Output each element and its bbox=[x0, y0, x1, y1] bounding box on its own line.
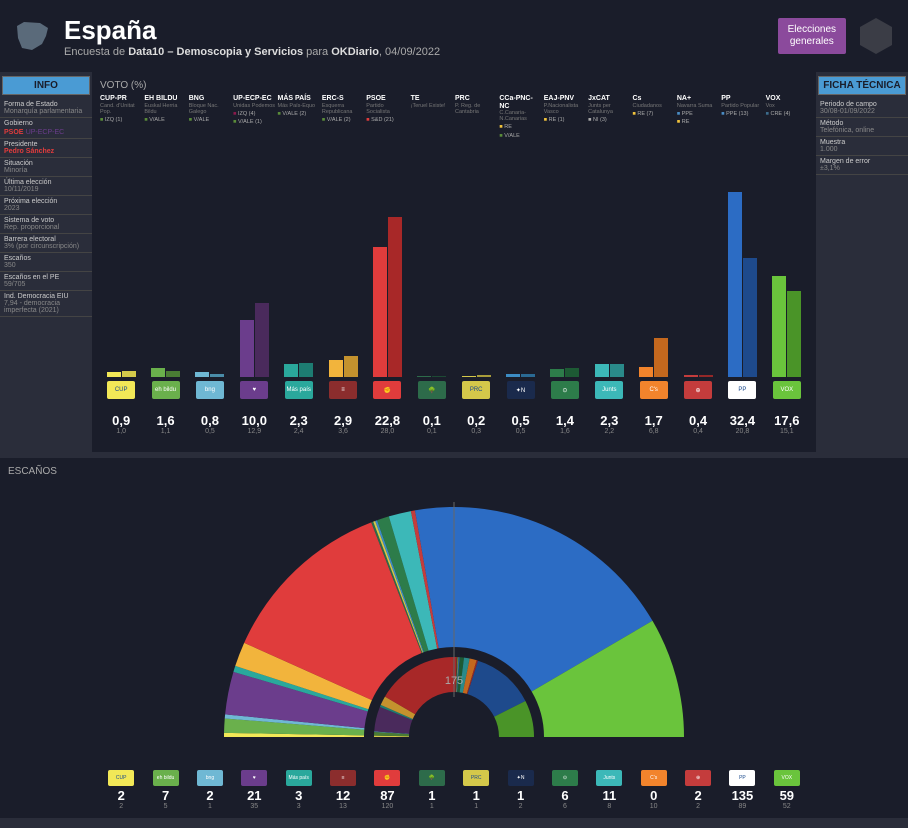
seats-title: ESCAÑOS bbox=[8, 466, 900, 477]
hemicycle: 175 bbox=[114, 487, 794, 747]
info-row: GobiernoPSOE UP-ECP-EC bbox=[0, 118, 92, 139]
seat-ERC-S: ≡ 1213 bbox=[322, 770, 364, 810]
seat-Cs: C's 010 bbox=[633, 770, 675, 810]
ficha-row: MétodoTelefónica, online bbox=[816, 118, 908, 137]
info-header: INFO bbox=[2, 76, 90, 95]
info-row: Escaños350 bbox=[0, 253, 92, 272]
seat-BNG: bng 21 bbox=[189, 770, 231, 810]
info-row: Próxima elección2023 bbox=[0, 196, 92, 215]
party-PP: PPPartido Popular■ PPE (13) PP 32,420,8 bbox=[721, 95, 763, 435]
party-NA+: NA+Navarra Suma■ PPE■ RE ⊕ 0,40,4 bbox=[677, 95, 719, 435]
info-row: Sistema de votoRep. proporcional bbox=[0, 215, 92, 234]
ficha-row: Margen de error±3,1% bbox=[816, 156, 908, 175]
ficha-row: Periodo de campo30/08-01/09/2022 bbox=[816, 99, 908, 118]
seat-NA+: ⊕ 22 bbox=[677, 770, 719, 810]
party-TE: TE¡Teruel Existe! 🌳 0,10,1 bbox=[411, 95, 453, 435]
seat-CCa-PNC-NC: ✦N 12 bbox=[499, 770, 541, 810]
seat-PSOE: ✊ 87120 bbox=[366, 770, 408, 810]
ficha-row: Muestra1.000 bbox=[816, 137, 908, 156]
party-JxCAT: JxCATJunts per Catalunya■ NI (3) Junts 2… bbox=[588, 95, 630, 435]
seat-VOX: VOX 5952 bbox=[766, 770, 808, 810]
election-type-badge: Eleccionesgenerales bbox=[778, 18, 846, 54]
ficha-header: FICHA TÉCNICA bbox=[818, 76, 906, 95]
spain-map-icon bbox=[12, 18, 52, 54]
vote-chart: VOTO (%) CUP-PRCand. d'Unitat Pop.■ IZQ … bbox=[92, 72, 816, 452]
electograph-logo bbox=[856, 16, 896, 56]
info-row: PresidentePedro Sánchez bbox=[0, 139, 92, 158]
party-BNG: BNGBloque Nac. Galego■ V/ALE bng 0,80,5 bbox=[189, 95, 231, 435]
info-row: Escaños en el PE59/705 bbox=[0, 272, 92, 291]
info-row: SituaciónMinoría bbox=[0, 158, 92, 177]
seat-EH BILDU: eh bildu 75 bbox=[144, 770, 186, 810]
seat-PP: PP 13589 bbox=[721, 770, 763, 810]
page-title: España bbox=[64, 15, 778, 46]
party-MÁS PAÍS: MÁS PAÍSMás País-Equo■ V/ALE (2) Más paí… bbox=[278, 95, 320, 435]
party-VOX: VOXVox■ CRE (4) VOX 17,615,1 bbox=[766, 95, 808, 435]
info-sidebar: INFO Forma de EstadoMonarquía parlamenta… bbox=[0, 72, 92, 452]
seat-TE: 🌳 11 bbox=[411, 770, 453, 810]
seats-section: 350 ESCAÑOS 175 CUP 22eh bildu 75bng 21♥… bbox=[0, 458, 908, 818]
party-Cs: CsCiudadanos■ RE (7) C's 1,76,8 bbox=[633, 95, 675, 435]
seat-UP-ECP-EC: ♥ 2135 bbox=[233, 770, 275, 810]
party-ERC-S: ERC-SEsquerra Republicana■ V/ALE (2) ≡ 2… bbox=[322, 95, 364, 435]
info-row: Última elección10/11/2019 bbox=[0, 177, 92, 196]
party-UP-ECP-EC: UP-ECP-ECUnidas Podemos■ IZQ (4)■ V/ALE … bbox=[233, 95, 275, 435]
subtitle: Encuesta de Data10 – Demoscopia y Servic… bbox=[64, 46, 778, 58]
info-row: Ind. Democracia EIU7,94 - democracia imp… bbox=[0, 291, 92, 317]
seat-CUP-PR: CUP 22 bbox=[100, 770, 142, 810]
ficha-sidebar: FICHA TÉCNICA Periodo de campo30/08-01/0… bbox=[816, 72, 908, 452]
info-row: Forma de EstadoMonarquía parlamentaria bbox=[0, 99, 92, 118]
party-PSOE: PSOEPartido Socialista■ S&D (21) ✊ 22,82… bbox=[366, 95, 408, 435]
seat-EAJ-PNV: ⊙ 66 bbox=[544, 770, 586, 810]
party-CCa-PNC-NC: CCa-PNC-NCC.Canaria-N.Canarias■ RE■ V/AL… bbox=[499, 95, 541, 435]
party-PRC: PRCP. Reg. de Cantabria PRC 0,20,3 bbox=[455, 95, 497, 435]
party-EAJ-PNV: EAJ-PNVP.Nacionalista Vasco■ RE (1) ⊙ 1,… bbox=[544, 95, 586, 435]
seat-JxCAT: Junts 118 bbox=[588, 770, 630, 810]
info-row: Barrera electoral3% (por circunscripción… bbox=[0, 234, 92, 253]
party-CUP-PR: CUP-PRCand. d'Unitat Pop.■ IZQ (1) CUP 0… bbox=[100, 95, 142, 435]
vote-title: VOTO (%) bbox=[100, 80, 808, 91]
party-EH BILDU: EH BILDUEuskal Herria Bildu■ V/ALE eh bi… bbox=[144, 95, 186, 435]
majority-label: 175 bbox=[445, 675, 463, 687]
header: España Encuesta de Data10 – Demoscopia y… bbox=[0, 0, 908, 72]
seat-PRC: PRC 11 bbox=[455, 770, 497, 810]
seat-MÁS PAÍS: Más país 33 bbox=[278, 770, 320, 810]
